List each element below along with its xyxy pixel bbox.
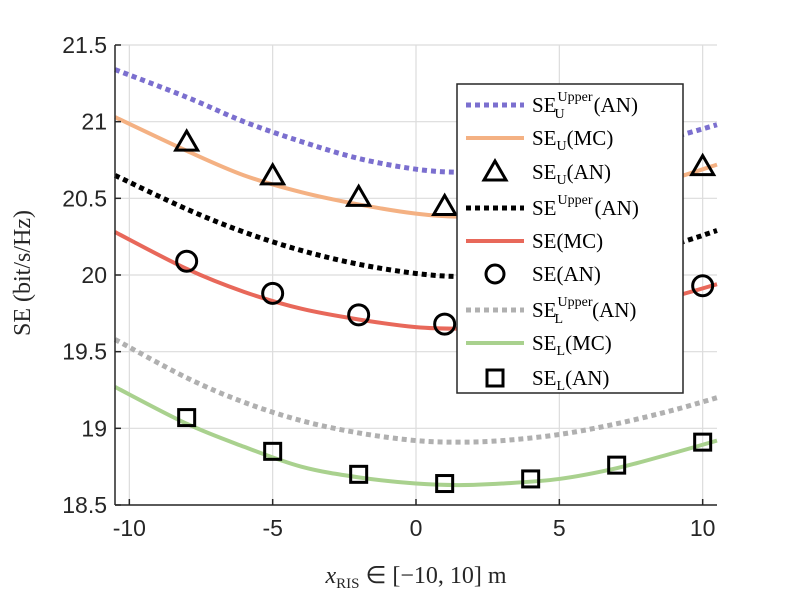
legend-label-se-u-mc: SEU(MC) xyxy=(532,126,613,154)
x-tick-label-2: 0 xyxy=(410,515,423,541)
data-point-se-an-6 xyxy=(691,274,715,298)
x-axis-label: xRIS ∈ [−10, 10] m xyxy=(324,563,506,592)
data-point-se-u-an-6 xyxy=(689,152,717,177)
legend-label-se-l-upper: SEUpper L (AN) xyxy=(532,295,636,327)
legend-marker-square xyxy=(485,368,505,388)
data-point-se-l-an-3 xyxy=(435,474,455,494)
y-tick-label-4: 20.5 xyxy=(62,185,107,211)
ticks: -10 -5 0 5 10 18.5 19 19.5 20 20.5 21 21.5 xyxy=(62,32,715,541)
y-axis-label: SE (bit/s/Hz) xyxy=(10,210,36,336)
x-tick-label-0: -10 xyxy=(113,515,146,541)
legend-marker-triangle xyxy=(481,158,509,182)
legend-marker-circle xyxy=(484,263,506,285)
legend-label-se-mc: SE(MC) xyxy=(532,229,603,253)
data-point-se-l-an-4 xyxy=(521,469,541,489)
data-point-se-u-an-0 xyxy=(173,128,201,152)
data-point-se-l-an-2 xyxy=(349,464,369,484)
y-tick-label-0: 18.5 xyxy=(62,492,107,518)
data-point-se-l-an-5 xyxy=(607,455,627,475)
legend-label-se-u-an: SEU(AN) xyxy=(532,160,611,188)
legend: SEUpper U (AN) SEU(MC) SEU(AN) SEUpper(AN)… xyxy=(456,83,684,394)
y-tick-label-6: 21.5 xyxy=(62,32,107,58)
data-point-se-l-an-0 xyxy=(177,408,197,428)
x-tick-label-4: 10 xyxy=(690,515,716,541)
legend-label-se-u-upper: SEUpper U (AN) xyxy=(532,90,638,122)
legend-label-se-l-an: SEL(AN) xyxy=(532,366,609,394)
y-tick-label-5: 21 xyxy=(81,109,107,135)
series-line-se-l-upper-an xyxy=(113,337,718,445)
data-point-se-l-an-6 xyxy=(693,432,713,452)
data-point-se-an-1 xyxy=(261,281,285,305)
data-point-se-u-an-3 xyxy=(431,192,459,217)
data-point-se-l-an-1 xyxy=(263,441,283,461)
legend-label-se-upper: SEUpper(AN) xyxy=(532,193,639,220)
data-point-se-an-2 xyxy=(347,303,371,327)
y-tick-label-3: 20 xyxy=(81,262,107,288)
data-point-se-u-an-2 xyxy=(345,183,373,207)
data-point-se-an-0 xyxy=(175,249,199,273)
legend-label-se-l-mc: SEL(MC) xyxy=(532,331,612,359)
y-tick-label-2: 19.5 xyxy=(62,339,107,365)
data-point-se-u-an-1 xyxy=(259,161,287,186)
x-tick-label-3: 5 xyxy=(553,515,566,541)
y-tick-label-1: 19 xyxy=(81,415,107,441)
data-point-se-an-3 xyxy=(433,312,457,336)
legend-label-se-an: SE(AN) xyxy=(532,262,601,286)
x-tick-label-1: -5 xyxy=(262,515,282,541)
